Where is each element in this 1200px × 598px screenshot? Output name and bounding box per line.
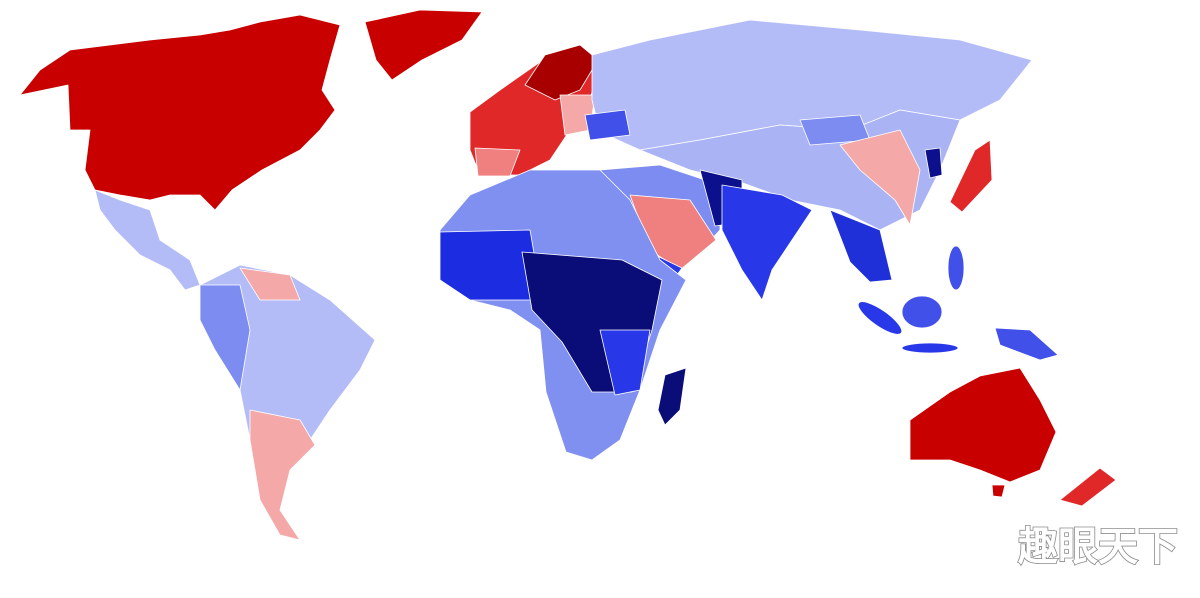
southern-cone <box>249 409 316 541</box>
continents <box>19 9 1117 541</box>
west-africa <box>439 229 543 301</box>
borneo <box>901 295 943 329</box>
philippines <box>947 245 965 291</box>
north-america <box>19 14 341 211</box>
southeast-asia <box>829 209 893 283</box>
sumatra <box>857 301 903 335</box>
new-zealand <box>1059 467 1117 507</box>
andes-west <box>199 284 251 391</box>
china-coast <box>839 129 921 226</box>
central-america <box>94 189 201 291</box>
ukraine <box>584 109 631 141</box>
greenland <box>364 9 483 81</box>
iberia <box>474 147 521 177</box>
watermark: 趣眼天下 <box>1018 524 1178 570</box>
korea <box>924 147 943 179</box>
india <box>721 184 813 301</box>
madagascar <box>657 367 687 426</box>
venezuela <box>239 267 301 301</box>
japan <box>949 139 993 213</box>
australia <box>909 367 1057 483</box>
tasmania <box>991 484 1006 498</box>
east-africa <box>599 329 651 396</box>
java <box>901 342 959 354</box>
new-guinea <box>994 327 1059 361</box>
